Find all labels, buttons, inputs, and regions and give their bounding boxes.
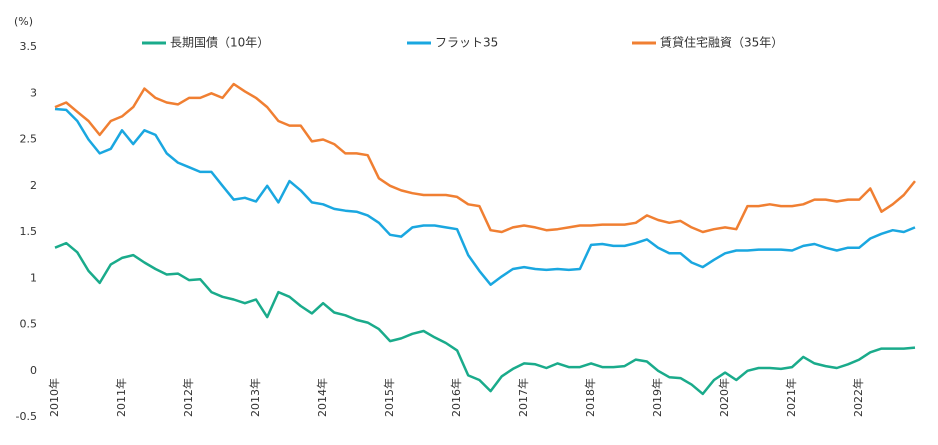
legend-label: 長期国債（10年） (170, 35, 269, 50)
y-tick-label: 2 (30, 179, 37, 192)
series-line (54, 82, 916, 234)
x-tick-label: 2020年 (717, 378, 731, 417)
y-tick-label: 1.5 (20, 225, 38, 238)
x-tick-label: 2010年 (47, 378, 61, 417)
x-tick-label: 2012年 (181, 378, 195, 417)
x-tick-label: 2014年 (315, 378, 329, 417)
y-tick-label: 0.5 (20, 318, 38, 331)
x-tick-label: 2011年 (114, 378, 128, 417)
x-tick-label: 2021年 (784, 378, 798, 417)
x-tick-label: 2017年 (516, 378, 530, 417)
x-tick-label: 2019年 (650, 378, 664, 417)
series-line (54, 241, 916, 396)
x-tick-label: 2022年 (851, 378, 865, 417)
series-line (54, 107, 916, 286)
legend-label: フラット35 (435, 36, 498, 50)
y-axis-unit: (%) (14, 15, 33, 28)
y-tick-label: 0 (30, 364, 37, 377)
x-tick-label: 2015年 (382, 378, 396, 417)
y-tick-label: 3.5 (20, 40, 38, 53)
x-tick-label: 2018年 (583, 378, 597, 417)
y-tick-label: -0.5 (16, 410, 37, 423)
y-tick-label: 3 (30, 86, 37, 99)
y-tick-label: 2.5 (20, 133, 38, 146)
x-tick-label: 2016年 (449, 378, 463, 417)
legend-label: 賃貸住宅融資（35年） (660, 35, 783, 50)
y-tick-label: 1 (30, 271, 37, 284)
legend: 長期国債（10年） フラット35 賃貸住宅融資（35年） (142, 35, 783, 50)
x-tick-label: 2013年 (248, 378, 262, 417)
